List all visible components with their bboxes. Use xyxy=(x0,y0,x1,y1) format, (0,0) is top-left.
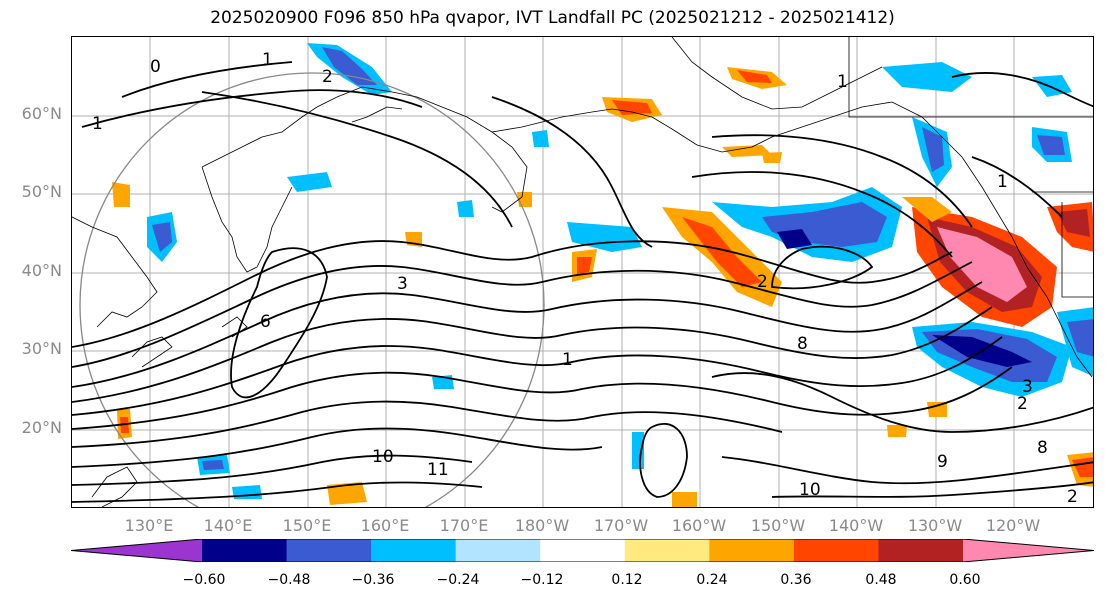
colorbar-segment xyxy=(540,539,626,562)
contour-label: 9 xyxy=(937,452,948,472)
map-title: 2025020900 F096 850 hPa qvapor, IVT Land… xyxy=(210,8,895,28)
lon-label-150w: 150°W xyxy=(750,516,806,535)
lat-label-30n: 30°N xyxy=(21,339,62,358)
contour-label: 1 xyxy=(997,172,1008,192)
lon-label-130e: 130°E xyxy=(124,516,174,535)
colorbar-extend-high xyxy=(963,539,1094,562)
contour-label-group: 0 1 1 1 2 2 3 6 8 9 10 10 11 8 3 2 1 1 2 xyxy=(92,50,1078,507)
contour-label: 8 xyxy=(1037,438,1048,458)
contour-label: 2 xyxy=(1067,487,1078,507)
contour-label: 6 xyxy=(260,312,271,332)
contour-label: 2 xyxy=(757,272,768,292)
colorbar xyxy=(71,539,1094,562)
colorbar-tick: 0.48 xyxy=(865,572,897,588)
lon-label-180w: 180°W xyxy=(514,516,570,535)
lat-label-20n: 20°N xyxy=(21,418,62,437)
colorbar-segment xyxy=(286,539,372,562)
lon-label-140e: 140°E xyxy=(203,516,253,535)
ivt-contours xyxy=(72,61,1093,503)
lon-label-120w: 120°W xyxy=(985,516,1041,535)
colorbar-segment xyxy=(202,539,288,562)
colorbar-segment xyxy=(455,539,541,562)
contour-label: 1 xyxy=(262,50,273,70)
landfall-circle xyxy=(79,72,545,507)
contour-label: 3 xyxy=(397,274,408,294)
contour-label: 1 xyxy=(562,350,573,370)
colorbar-segment xyxy=(709,539,795,562)
colorbar-tick: −0.48 xyxy=(267,572,311,588)
colorbar-tick: −0.24 xyxy=(436,572,480,588)
contour-label: 11 xyxy=(427,460,449,480)
colorbar-segment xyxy=(624,539,710,562)
colorbar-tick: 0.60 xyxy=(949,572,981,588)
colorbar-tick: −0.60 xyxy=(182,572,226,588)
colorbar-tick: −0.36 xyxy=(351,572,395,588)
contour-label: 8 xyxy=(797,334,808,354)
colorbar-tick: 0.24 xyxy=(696,572,728,588)
colorbar-segment xyxy=(793,539,879,562)
contour-label: 3 xyxy=(1022,377,1033,397)
contour-label: 10 xyxy=(372,447,394,467)
lon-label-150e: 150°E xyxy=(282,516,332,535)
anomaly-shading xyxy=(112,43,1093,507)
lon-label-160w: 160°W xyxy=(671,516,727,535)
colorbar-segments xyxy=(71,539,1094,562)
colorbar-segment xyxy=(878,539,964,562)
colorbar-tick: 0.12 xyxy=(611,572,643,588)
borders xyxy=(848,37,1093,298)
colorbar-tick: −0.12 xyxy=(520,572,564,588)
lat-label-60n: 60°N xyxy=(21,104,62,123)
contour-label: 2 xyxy=(1017,394,1028,414)
lon-label-140w: 140°W xyxy=(828,516,884,535)
colorbar-segment xyxy=(371,539,457,562)
contour-label: 0 xyxy=(150,57,161,77)
colorbar-extend-low xyxy=(71,539,202,562)
lon-label-170e: 170°E xyxy=(439,516,489,535)
coastlines xyxy=(72,37,1093,507)
map-panel: 0 1 1 1 2 2 3 6 8 9 10 10 11 8 3 2 1 1 2 xyxy=(71,36,1094,508)
contour-label: 2 xyxy=(322,67,333,87)
lat-label-50n: 50°N xyxy=(21,182,62,201)
lon-label-170w: 170°W xyxy=(593,516,649,535)
lon-label-130w: 130°W xyxy=(907,516,963,535)
lon-label-160e: 160°E xyxy=(360,516,410,535)
contour-label: 10 xyxy=(799,480,821,500)
colorbar-tick: 0.36 xyxy=(780,572,812,588)
contour-label: 1 xyxy=(92,114,103,134)
map-canvas: 0 1 1 1 2 2 3 6 8 9 10 10 11 8 3 2 1 1 2 xyxy=(72,37,1093,507)
lat-label-40n: 40°N xyxy=(21,261,62,280)
contour-label: 1 xyxy=(837,72,848,92)
